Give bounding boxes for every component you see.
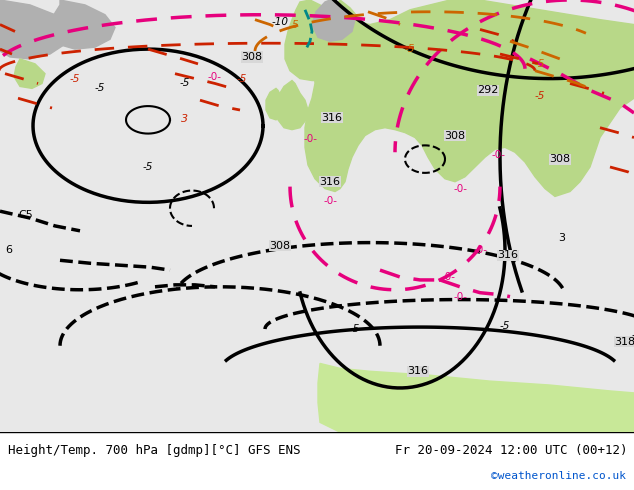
Text: -0-: -0- (453, 292, 467, 302)
Polygon shape (305, 0, 634, 196)
Text: C5: C5 (18, 210, 33, 220)
Text: 316: 316 (320, 177, 340, 187)
Polygon shape (340, 417, 634, 432)
Polygon shape (285, 0, 360, 80)
Text: -5: -5 (350, 324, 360, 334)
Text: 316: 316 (321, 113, 342, 123)
Text: 5: 5 (292, 20, 299, 29)
Text: -0-: -0- (208, 72, 222, 82)
Text: -5: -5 (535, 91, 545, 101)
Text: -0-: -0- (453, 184, 467, 194)
Text: -5: -5 (95, 83, 105, 94)
Text: -0-: -0- (473, 245, 487, 255)
Polygon shape (318, 364, 634, 432)
Polygon shape (0, 0, 70, 59)
Polygon shape (266, 88, 284, 120)
Text: 308: 308 (550, 154, 571, 164)
Text: -5: -5 (500, 321, 510, 331)
Text: 308: 308 (242, 52, 262, 62)
Polygon shape (312, 0, 355, 41)
Text: -5: -5 (405, 44, 415, 54)
Text: -10: -10 (271, 17, 288, 26)
Text: -5: -5 (180, 78, 190, 89)
Text: -5: -5 (70, 74, 80, 84)
Text: 316: 316 (408, 367, 429, 376)
Text: 6: 6 (5, 245, 12, 255)
Text: 316: 316 (498, 250, 519, 260)
Text: -5: -5 (237, 74, 247, 84)
Text: -0-: -0- (323, 196, 337, 206)
Text: -5: -5 (143, 162, 153, 172)
Polygon shape (276, 80, 308, 130)
Text: 3: 3 (559, 233, 566, 243)
Text: 318: 318 (614, 337, 634, 347)
Text: -5: -5 (535, 59, 545, 69)
Text: 3: 3 (181, 114, 188, 124)
Polygon shape (14, 59, 45, 88)
Polygon shape (50, 0, 115, 49)
Text: Height/Temp. 700 hPa [gdmp][°C] GFS ENS: Height/Temp. 700 hPa [gdmp][°C] GFS ENS (8, 443, 301, 457)
Text: 292: 292 (477, 85, 499, 96)
Text: ©weatheronline.co.uk: ©weatheronline.co.uk (491, 471, 626, 481)
Text: -0-: -0- (491, 150, 505, 160)
Text: 308: 308 (444, 130, 465, 141)
Text: 308: 308 (269, 241, 290, 250)
Polygon shape (305, 0, 375, 80)
Text: Fr 20-09-2024 12:00 UTC (00+12): Fr 20-09-2024 12:00 UTC (00+12) (395, 443, 628, 457)
Text: -0-: -0- (303, 134, 317, 145)
Text: -0-: -0- (441, 272, 455, 282)
